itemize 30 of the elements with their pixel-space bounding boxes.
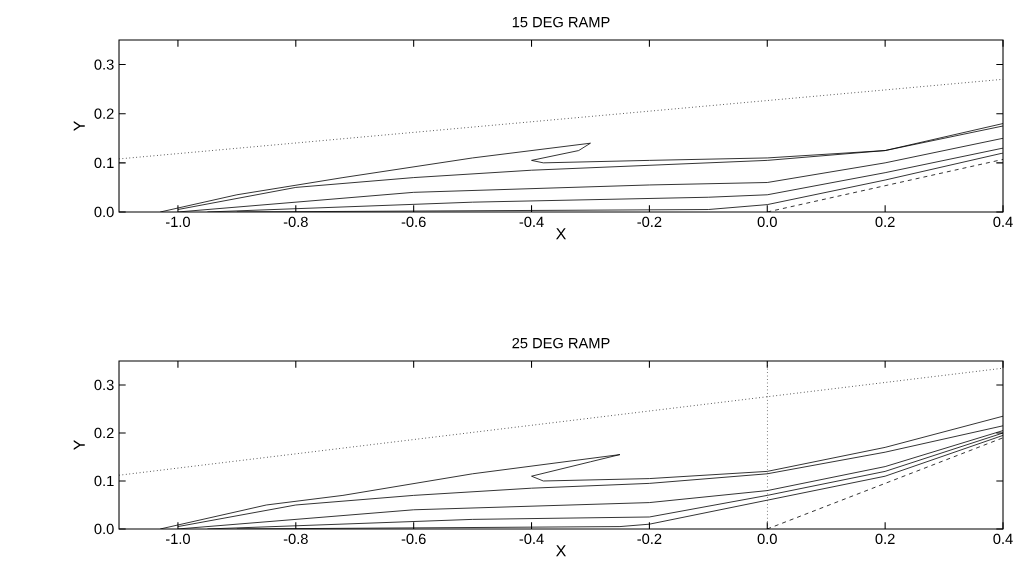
y-axis-title: Y [73,440,85,450]
x-tick-label: -0.8 [283,533,308,545]
y-tick-label: 0.0 [94,523,114,535]
y-tick-label: 0.3 [94,59,114,70]
x-axis-title: X [556,545,566,557]
x-tick-label: -0.4 [519,216,544,228]
x-tick-label: -1.0 [165,533,190,545]
chart-title: 25 DEG RAMP [512,337,610,349]
x-tick-label: -0.6 [401,216,426,228]
x-tick-label: 0.4 [993,533,1013,545]
chart-title: 15 DEG RAMP [512,16,610,28]
y-axis-title: Y [73,121,85,131]
x-tick-label: 0.2 [875,216,895,228]
x-tick-label: 0.0 [757,533,777,545]
x-tick-label: -1.0 [165,216,190,228]
x-tick-label: -0.2 [637,216,662,228]
y-tick-label: 0.1 [94,475,114,487]
x-tick-label: -0.4 [519,533,544,545]
y-tick-label: 0.2 [94,108,114,119]
x-tick-label: -0.2 [637,533,662,545]
x-axis-title: X [556,228,566,240]
x-tick-label: 0.0 [757,216,777,228]
x-tick-label: -0.8 [283,216,308,228]
x-tick-label: 0.4 [993,216,1013,228]
y-tick-label: 0.2 [94,427,114,439]
x-tick-label: -0.6 [401,533,426,545]
x-tick-label: 0.2 [875,533,895,545]
y-tick-label: 0.3 [94,379,114,391]
y-tick-label: 0.1 [94,157,114,169]
y-tick-label: 0.0 [94,206,114,218]
